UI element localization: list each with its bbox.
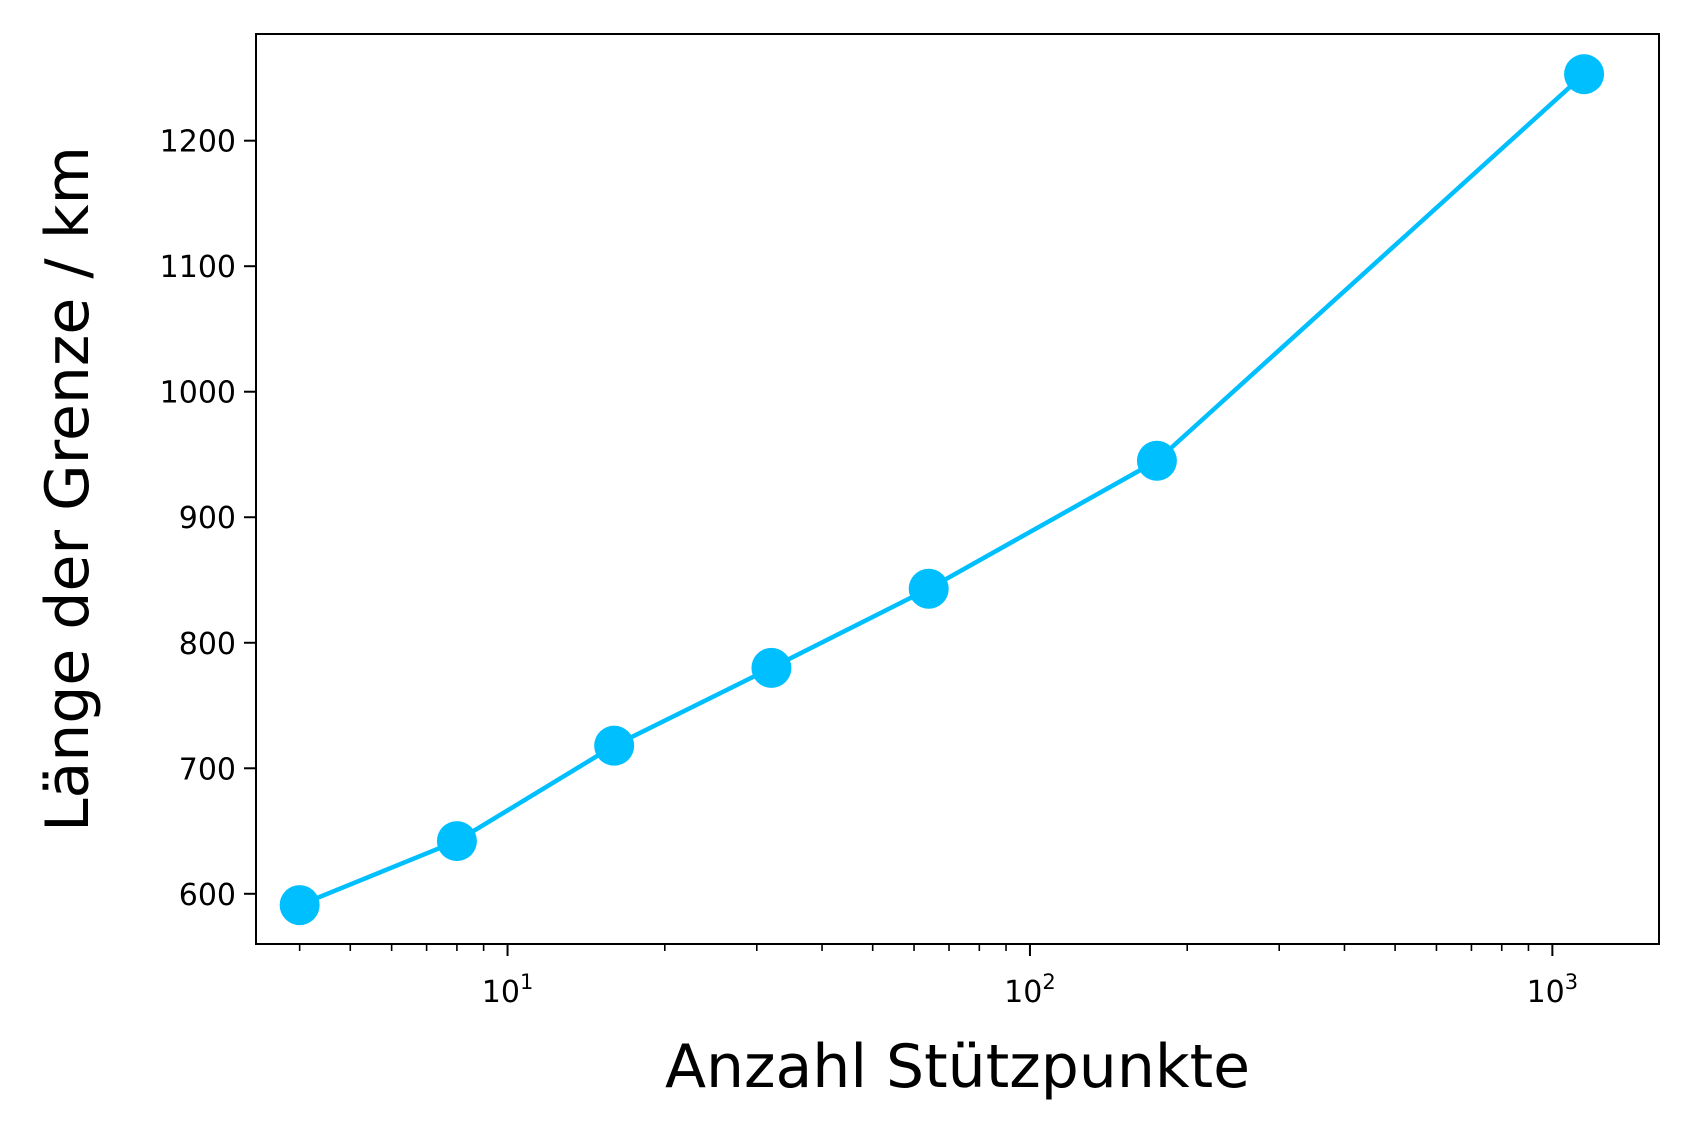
data-point [1136, 440, 1177, 481]
data-point [751, 647, 792, 688]
y-tick-label: 900 [179, 501, 236, 536]
data-point [279, 885, 320, 926]
data-point [594, 725, 635, 766]
x-tick-label: 101 [482, 970, 534, 1010]
y-tick-label: 600 [179, 878, 236, 913]
x-major-ticks: 101 102 103 [482, 944, 1578, 1010]
x-minor-ticks [298, 944, 1530, 951]
y-tick-label: 800 [179, 627, 236, 662]
data-point [1564, 54, 1605, 95]
y-tick-label: 1200 [160, 125, 236, 160]
y-axis-label: Länge der Grenze / km [33, 146, 103, 832]
y-tick-label: 1000 [160, 376, 236, 411]
y-ticks: 600 700 800 900 1000 1100 1200 [160, 125, 256, 913]
x-tick-label: 102 [1004, 970, 1056, 1010]
data-point [908, 568, 949, 609]
x-tick-label: 103 [1527, 970, 1579, 1010]
series-line [298, 72, 1586, 908]
series-layer [279, 54, 1605, 926]
y-tick-label: 700 [179, 752, 236, 787]
x-axis-label: Anzahl Stützpunkte [665, 1032, 1250, 1102]
y-tick-label: 1100 [160, 250, 236, 285]
data-point [436, 821, 477, 862]
plot-frame [255, 33, 1660, 945]
